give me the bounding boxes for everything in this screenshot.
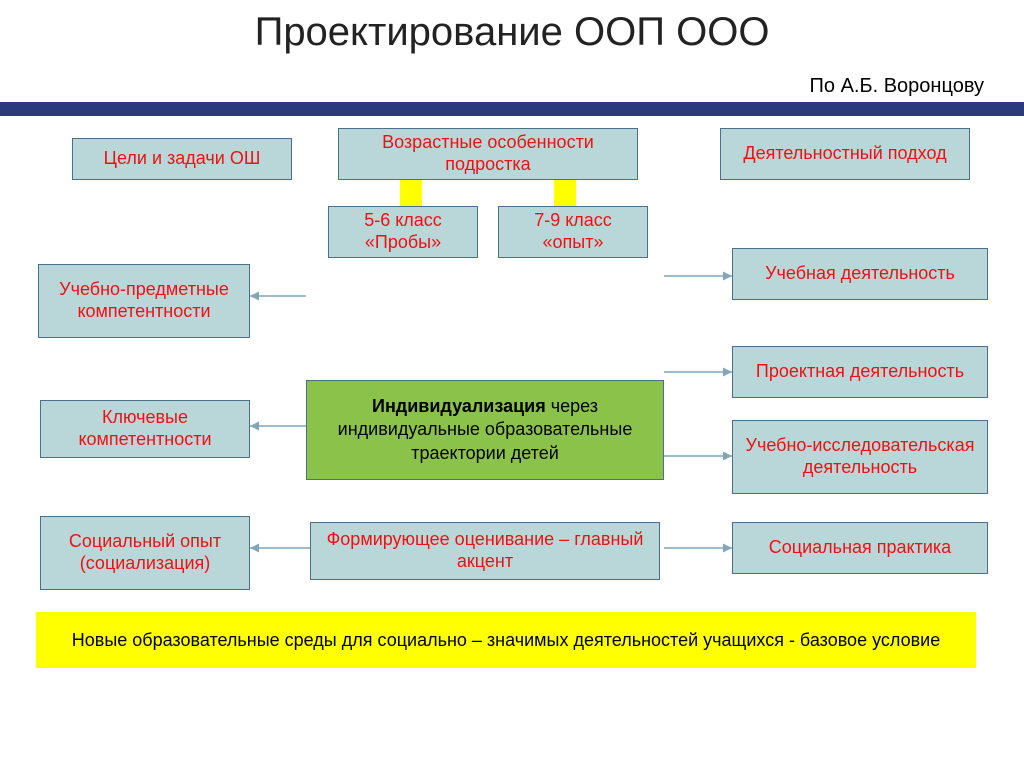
box-formative: Формирующее оценивание – главный акцент [310,522,660,580]
box-project: Проектная деятельность [732,346,988,398]
subtitle: По А.Б. Воронцову [0,75,1024,98]
box-subjcomp: Учебно-предметные компетентности [38,264,250,338]
box-learning: Учебная деятельность [732,248,988,300]
green-center-box: Индивидуализация через индивидуальные об… [306,380,664,480]
box-class79: 7-9 класс «опыт» [498,206,648,258]
box-age: Возрастные особенности подростка [338,128,638,180]
page-title: Проектирование ООП ООО [0,0,1024,55]
box-keycomp: Ключевые компетентности [40,400,250,458]
box-social_exp: Социальный опыт (социализация) [40,516,250,590]
yellow-footer-bar: Новые образовательные среды для социальн… [36,612,976,668]
navy-band [0,102,1024,116]
diagram-canvas: Цели и задачи ОШ Возрастные особенности п… [0,116,1024,736]
box-class56: 5-6 класс «Пробы» [328,206,478,258]
box-research: Учебно-исследовательская деятельность [732,420,988,494]
box-activity: Деятельностный подход [720,128,970,180]
box-social_pr: Социальная практика [732,522,988,574]
box-goals: Цели и задачи ОШ [72,138,292,180]
yellow-connector-1 [554,180,576,206]
yellow-connector-0 [400,180,422,206]
